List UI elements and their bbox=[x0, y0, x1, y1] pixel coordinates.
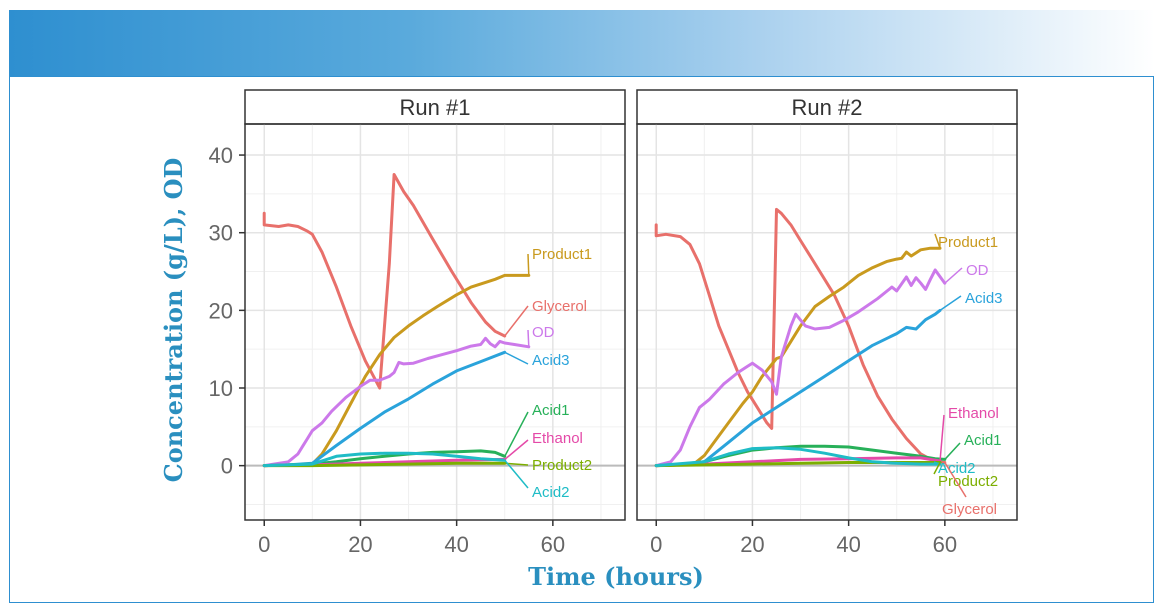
label-connector bbox=[504, 439, 529, 461]
series-label-acid3: Acid3 bbox=[532, 352, 570, 369]
series-line-acid2 bbox=[262, 451, 507, 468]
series-label-product2: Product2 bbox=[938, 473, 998, 490]
series-line-glycerol bbox=[654, 207, 947, 464]
label-connector bbox=[933, 462, 941, 475]
panel-title: Run #1 bbox=[400, 95, 471, 120]
label-connector bbox=[939, 295, 962, 311]
label-connector bbox=[504, 462, 529, 466]
label-connector bbox=[504, 305, 529, 337]
series-line-product1 bbox=[654, 246, 942, 468]
series-line-acid3 bbox=[654, 308, 942, 468]
figure-frame bbox=[9, 76, 1154, 603]
series-label-acid1: Acid1 bbox=[532, 402, 570, 419]
label-connector bbox=[944, 442, 961, 460]
header-banner bbox=[9, 10, 1155, 76]
series-label-product2: Product2 bbox=[532, 457, 592, 474]
series-label-acid2: Acid2 bbox=[532, 484, 570, 501]
y-tick-label: 40 bbox=[209, 143, 233, 168]
panel-run-1: Run #1 Product1 Glycerol OD Acid3 Acid1 Ethano… bbox=[209, 89, 626, 557]
series-line-od bbox=[654, 268, 947, 468]
y-tick-label: 20 bbox=[209, 298, 233, 323]
panel-border bbox=[244, 123, 626, 521]
y-tick-label: 30 bbox=[209, 221, 233, 246]
panel-title: Run #2 bbox=[792, 95, 863, 120]
label-connector bbox=[527, 329, 530, 347]
x-axis-title: Time (hours) bbox=[528, 562, 704, 591]
series-label-od: OD bbox=[966, 262, 989, 279]
series-label-ethanol: Ethanol bbox=[532, 430, 583, 447]
panel-border bbox=[636, 123, 1018, 521]
series-label-od: OD bbox=[532, 324, 555, 341]
label-connector bbox=[934, 233, 941, 249]
y-tick-label: 0 bbox=[221, 454, 233, 479]
series-label-product1: Product1 bbox=[938, 234, 998, 251]
label-connector bbox=[504, 459, 529, 489]
x-tick-label: 40 bbox=[836, 532, 860, 557]
series-label-acid3: Acid3 bbox=[965, 290, 1003, 307]
label-connector bbox=[504, 411, 529, 457]
x-tick-label: 60 bbox=[541, 532, 565, 557]
label-connector bbox=[527, 253, 530, 276]
series-label-glycerol: Glycerol bbox=[942, 501, 997, 518]
label-connector bbox=[944, 462, 967, 498]
x-tick-label: 20 bbox=[348, 532, 372, 557]
label-connector bbox=[944, 267, 963, 284]
series-label-acid1: Acid1 bbox=[964, 432, 1002, 449]
panel-strip bbox=[636, 89, 1018, 125]
x-tick-label: 0 bbox=[650, 532, 662, 557]
series-line-acid2 bbox=[654, 446, 942, 468]
series-label-acid2: Acid2 bbox=[938, 460, 976, 477]
x-tick-label: 20 bbox=[740, 532, 764, 557]
series-label-product1: Product1 bbox=[532, 246, 592, 263]
series-label-ethanol: Ethanol bbox=[948, 405, 999, 422]
label-connector bbox=[504, 351, 529, 365]
panel-strip bbox=[244, 89, 626, 125]
x-tick-label: 60 bbox=[933, 532, 957, 557]
series-label-glycerol: Glycerol bbox=[532, 298, 587, 315]
label-connector bbox=[939, 414, 945, 462]
panel-run-2: Run #2 Product1 OD Acid3 Ethanol Acid1 Acid2Pr… bbox=[636, 89, 1018, 557]
x-tick-label: 40 bbox=[444, 532, 468, 557]
y-tick-label: 10 bbox=[209, 376, 233, 401]
y-axis-title: Concentration (g/L), OD bbox=[159, 158, 188, 483]
x-tick-label: 0 bbox=[258, 532, 270, 557]
series-line-glycerol bbox=[262, 173, 507, 390]
series-line-od bbox=[262, 336, 531, 468]
